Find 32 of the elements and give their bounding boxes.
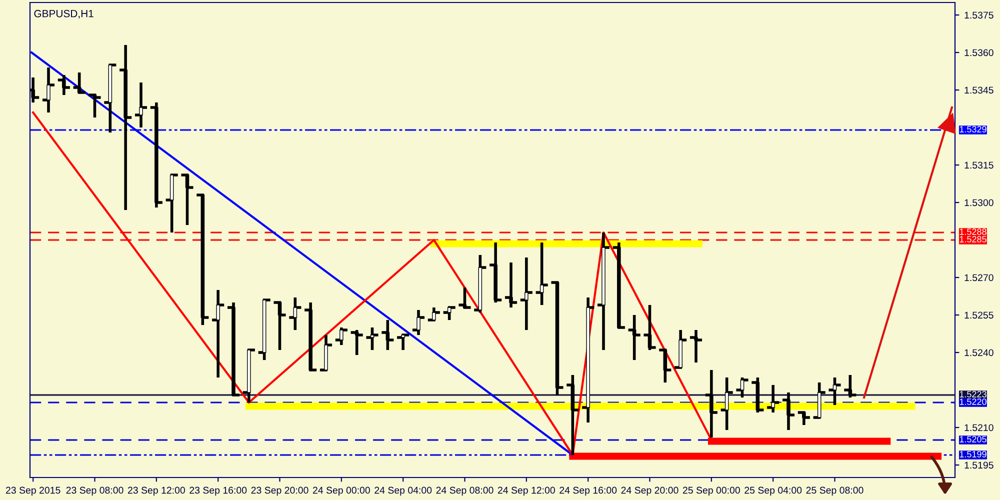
ref-line-label: 1.5329 (960, 126, 986, 132)
x-tick-label: 24 Sep 00:00 (312, 486, 370, 496)
ref-line-label: 1.5205 (960, 436, 986, 442)
x-tick-label: 24 Sep 16:00 (560, 486, 617, 496)
ref-line-label: 1.5288 (960, 228, 986, 235)
x-tick-label: 23 Sep 2015 (6, 486, 60, 496)
x-tick-label: 24 Sep 12:00 (498, 486, 555, 496)
ref-line-label: 1.5223 (960, 391, 986, 398)
x-tick-label: 25 Sep 00:00 (682, 486, 740, 496)
x-tick-label: 23 Sep 08:00 (66, 486, 124, 496)
y-tick-label: 1.5210 (964, 424, 994, 432)
y-tick-label: 1.5360 (964, 49, 994, 56)
y-tick-label: 1.5315 (964, 162, 994, 169)
y-tick-label: 1.5195 (964, 462, 994, 469)
y-tick-label: 1.5255 (964, 312, 994, 319)
x-tick-label: 23 Sep 20:00 (251, 486, 308, 496)
text: GBPUSD,H1 (34, 10, 94, 19)
ref-line-label: 1.5220 (960, 398, 986, 405)
x-tick-label: 25 Sep 08:00 (806, 486, 864, 496)
y-tick-label: 1.5300 (964, 199, 994, 206)
x-tick-label: 23 Sep 12:00 (128, 486, 185, 496)
x-tick-label: 24 Sep 08:00 (436, 486, 494, 496)
y-tick-label: 1.5240 (964, 349, 994, 356)
y-tick-label: 1.5270 (964, 274, 994, 282)
y-tick-label: 1.5375 (964, 12, 994, 19)
x-tick-label: 24 Sep 04:00 (374, 486, 432, 496)
ref-line-label: 1.5199 (960, 451, 986, 458)
x-tick-label: 24 Sep 20:00 (621, 486, 678, 496)
x-tick-label: 23 Sep 16:00 (190, 486, 247, 496)
y-tick-label: 1.5345 (964, 86, 994, 94)
x-tick-label: 25 Sep 04:00 (744, 486, 802, 496)
ref-line-label: 1.5285 (960, 236, 986, 242)
